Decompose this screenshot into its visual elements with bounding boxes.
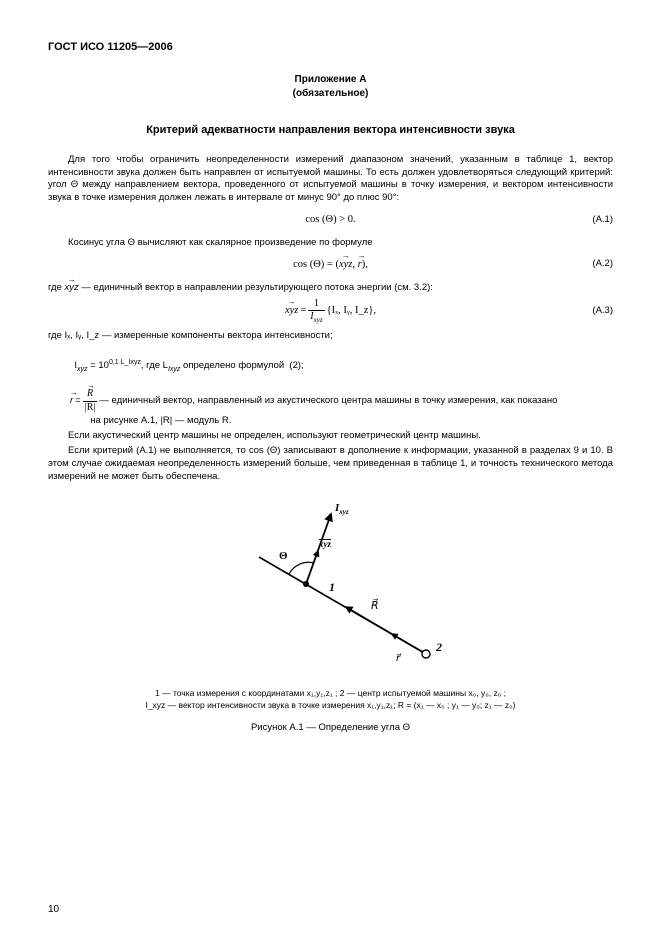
paragraph-6b: на рисунке A.1, |R| — модуль R. <box>48 415 613 428</box>
vector-xyz-inline: xyz <box>65 282 79 295</box>
figure-a1: Ixyz Θ xyz 1 R⃗ r⃗ 2 1 — точка измерения… <box>48 489 613 734</box>
page: ГОСТ ИСО 11205—2006 Приложение А (обязат… <box>0 0 661 936</box>
section-title: Критерий адекватности направления вектор… <box>48 123 613 138</box>
eq-a1-body: cos (Θ) > 0. <box>305 213 355 227</box>
paragraph-8: Если критерий (A.1) не выполняется, то c… <box>48 445 613 483</box>
appendix-mandatory: (обязательное) <box>48 87 613 101</box>
vector-xyz: xyz <box>339 258 352 272</box>
fraction-1-over-Ixyz: 1 Ixyz <box>308 299 324 325</box>
paragraph-4: где Iₓ, Iᵧ, I_z — измеренные компоненты … <box>48 330 613 343</box>
paragraph-1: Для того чтобы ограничить неопределеннос… <box>48 154 613 205</box>
vector-r-def: r <box>70 395 73 408</box>
figure-svg: Ixyz Θ xyz 1 R⃗ r⃗ 2 <box>201 489 461 679</box>
paragraph-5: Ixyz = 100,1 L_Ixyz, где LIxyz определен… <box>48 345 613 387</box>
eq-a3-number: (A.3) <box>592 305 613 318</box>
fraction-R-over-modR: R |R| <box>83 389 98 413</box>
fig-label-2: 2 <box>435 640 442 654</box>
eq-a3-body: xyz = 1 Ixyz {Iₓ, Iᵧ, I_z}, <box>285 299 376 325</box>
paragraph-2: Косинус угла Θ вычисляют как скалярное п… <box>48 237 613 250</box>
appendix-header: Приложение А (обязательное) <box>48 73 613 101</box>
vector-xyz-eq3: xyz <box>285 304 298 318</box>
figure-title: Рисунок A.1 — Определение угла Θ <box>48 722 613 735</box>
paragraph-6: r = R |R| — единичный вектор, направленн… <box>48 389 613 413</box>
equation-a2: cos (Θ) = (xyz, r), (A.2) <box>48 254 613 276</box>
equation-a3: xyz = 1 Ixyz {Iₓ, Iᵧ, I_z}, (A.3) <box>48 299 613 325</box>
doc-code: ГОСТ ИСО 11205—2006 <box>48 40 613 55</box>
fig-label-Ixyz: Ixyz <box>334 502 349 516</box>
fig-label-1: 1 <box>329 580 335 594</box>
equation-a1: cos (Θ) > 0. (A.1) <box>48 209 613 231</box>
fig-label-theta: Θ <box>279 550 288 562</box>
eq-a2-body: cos (Θ) = (xyz, r), <box>293 258 368 272</box>
eq-a1-number: (A.1) <box>592 214 613 227</box>
paragraph-3: где xyz — единичный вектор в направлении… <box>48 282 613 295</box>
figure-caption: 1 — точка измерения с координатами x₁,y₁… <box>48 688 613 712</box>
fig-label-xyz: xyz <box>318 539 331 549</box>
appendix-title: Приложение А <box>48 73 613 87</box>
vector-r: r <box>358 258 362 272</box>
fig-label-R: R⃗ <box>371 598 379 612</box>
page-number: 10 <box>48 903 59 917</box>
fig-label-r: r⃗ <box>396 653 402 664</box>
paragraph-7: Если акустический центр машины не опреде… <box>48 430 613 443</box>
eq-a2-number: (A.2) <box>592 258 613 271</box>
